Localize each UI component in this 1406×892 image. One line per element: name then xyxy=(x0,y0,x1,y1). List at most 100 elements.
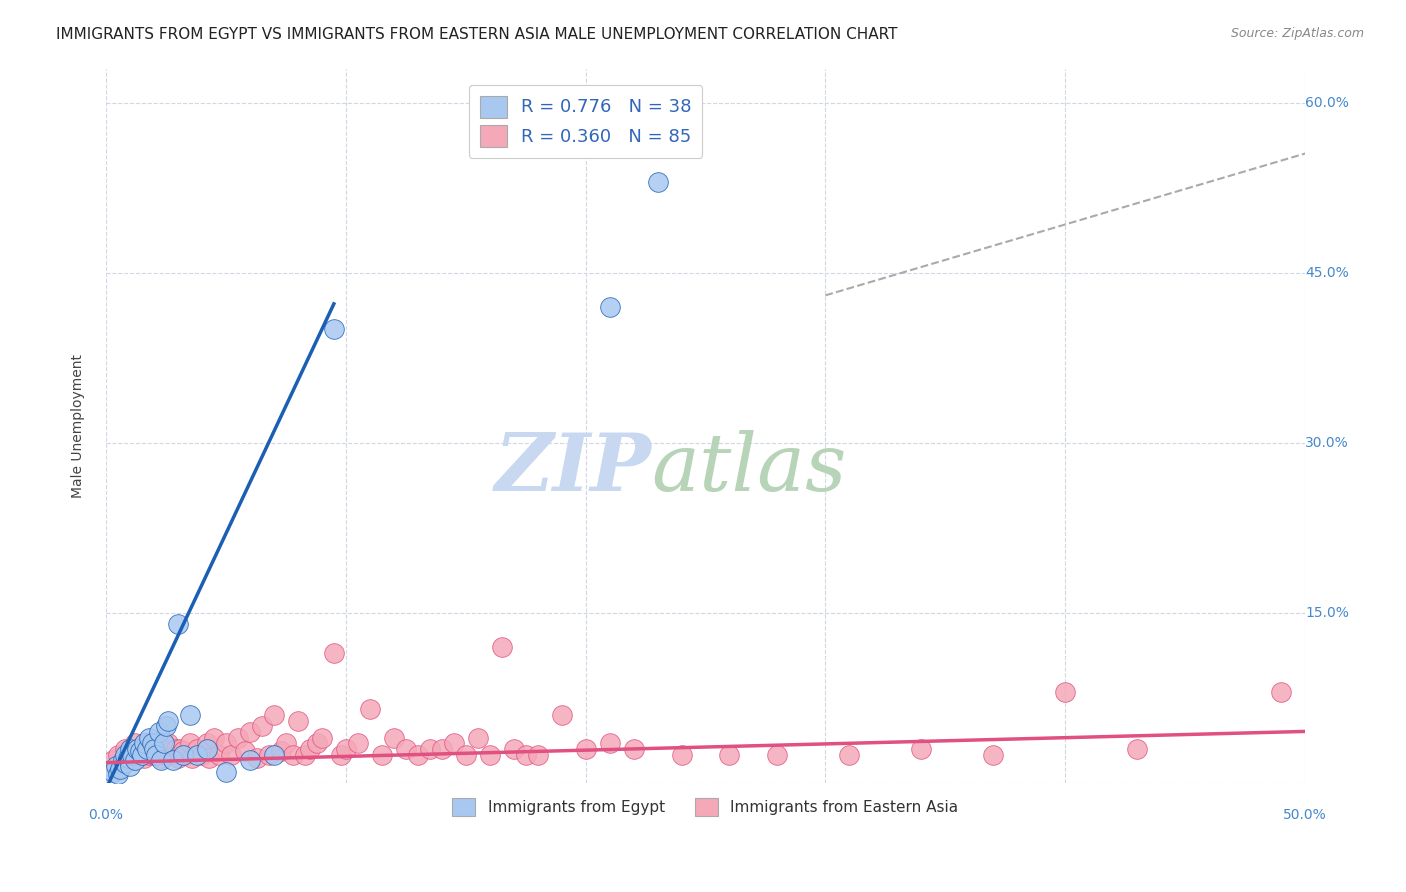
Point xyxy=(233,744,256,758)
Point xyxy=(910,742,932,756)
Point xyxy=(191,747,214,762)
Point xyxy=(1270,685,1292,699)
Point xyxy=(141,742,163,756)
Point xyxy=(263,708,285,723)
Point xyxy=(307,736,329,750)
Point xyxy=(174,747,197,762)
Point xyxy=(1054,685,1077,699)
Point xyxy=(179,736,201,750)
Point xyxy=(135,736,157,750)
Point xyxy=(114,756,136,770)
Point xyxy=(671,747,693,762)
Point xyxy=(121,753,143,767)
Point xyxy=(152,736,174,750)
Point xyxy=(467,731,489,745)
Point xyxy=(145,747,167,762)
Point xyxy=(134,751,156,765)
Point xyxy=(239,753,262,767)
Point xyxy=(118,742,141,756)
Point xyxy=(202,731,225,745)
Point xyxy=(141,736,163,750)
Point xyxy=(550,708,572,723)
Point xyxy=(575,742,598,756)
Point xyxy=(155,747,177,762)
Y-axis label: Male Unemployment: Male Unemployment xyxy=(72,354,86,498)
Point xyxy=(150,751,173,765)
Point xyxy=(111,756,134,770)
Point xyxy=(406,747,429,762)
Text: 0.0%: 0.0% xyxy=(89,808,124,822)
Point xyxy=(599,736,621,750)
Point xyxy=(838,747,860,762)
Point xyxy=(599,300,621,314)
Point xyxy=(172,744,194,758)
Point xyxy=(104,759,127,773)
Point xyxy=(215,736,238,750)
Point xyxy=(138,731,160,745)
Point xyxy=(117,751,139,765)
Point xyxy=(143,747,166,762)
Point xyxy=(287,714,309,728)
Point xyxy=(294,747,316,762)
Text: IMMIGRANTS FROM EGYPT VS IMMIGRANTS FROM EASTERN ASIA MALE UNEMPLOYMENT CORRELAT: IMMIGRANTS FROM EGYPT VS IMMIGRANTS FROM… xyxy=(56,27,898,42)
Point xyxy=(1126,742,1149,756)
Point xyxy=(127,747,149,762)
Point xyxy=(330,747,353,762)
Point xyxy=(226,731,249,745)
Point xyxy=(219,747,242,762)
Point xyxy=(131,744,153,758)
Text: 60.0%: 60.0% xyxy=(1305,95,1348,110)
Point xyxy=(181,751,204,765)
Point xyxy=(198,751,221,765)
Point xyxy=(138,747,160,762)
Point xyxy=(623,742,645,756)
Point xyxy=(239,725,262,739)
Point xyxy=(430,742,453,756)
Point xyxy=(246,751,269,765)
Point xyxy=(159,744,181,758)
Point xyxy=(124,753,146,767)
Point xyxy=(150,753,173,767)
Point xyxy=(718,747,741,762)
Point xyxy=(347,736,370,750)
Point xyxy=(143,742,166,756)
Point xyxy=(103,764,125,779)
Text: atlas: atlas xyxy=(651,430,846,508)
Point xyxy=(981,747,1004,762)
Point xyxy=(157,736,180,750)
Point xyxy=(186,747,208,762)
Point xyxy=(148,725,170,739)
Point xyxy=(103,753,125,767)
Point xyxy=(359,702,381,716)
Point xyxy=(167,751,190,765)
Point xyxy=(145,739,167,754)
Point xyxy=(128,744,150,758)
Point xyxy=(131,747,153,762)
Point xyxy=(311,731,333,745)
Point xyxy=(162,753,184,767)
Point xyxy=(263,747,285,762)
Text: ZIP: ZIP xyxy=(495,430,651,508)
Point xyxy=(298,742,321,756)
Point xyxy=(281,747,304,762)
Point xyxy=(162,747,184,762)
Point xyxy=(179,708,201,723)
Point xyxy=(114,742,136,756)
Text: 50.0%: 50.0% xyxy=(1284,808,1327,822)
Point xyxy=(502,742,524,756)
Point xyxy=(515,747,537,762)
Point xyxy=(157,714,180,728)
Point xyxy=(382,731,405,745)
Point xyxy=(155,719,177,733)
Point xyxy=(270,744,292,758)
Point xyxy=(121,747,143,762)
Point xyxy=(167,617,190,632)
Point xyxy=(165,742,187,756)
Point xyxy=(111,753,134,767)
Text: 45.0%: 45.0% xyxy=(1305,266,1348,280)
Text: Source: ZipAtlas.com: Source: ZipAtlas.com xyxy=(1230,27,1364,40)
Point xyxy=(195,742,218,756)
Point xyxy=(172,747,194,762)
Point xyxy=(169,742,191,756)
Point xyxy=(526,747,548,762)
